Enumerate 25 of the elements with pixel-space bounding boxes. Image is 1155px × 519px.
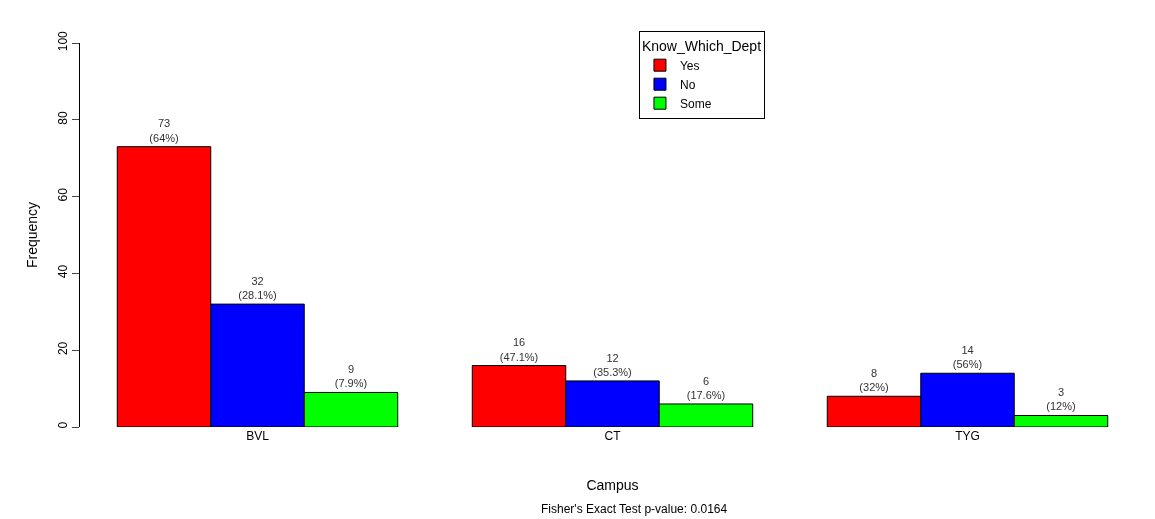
x-tick-label: TYG [955,429,980,443]
data-label: 12 (35.3%) [593,351,632,378]
data-label: 14 (56%) [952,343,983,371]
legend-label: No [679,77,696,92]
x-tick-label: CT [604,429,622,443]
data-label: 9 (7.9%) [334,363,368,390]
data-label: 16 (47.1%) [499,336,539,363]
data-label: 8 (32%) [859,366,889,394]
y-tick-label: 20 [56,341,71,356]
y-axis-title: Frequency [23,201,40,269]
y-tick-label: 0 [56,421,71,429]
text: Fisher's Exact Test p-value: 0.0164 [541,502,728,516]
data-label: 73 (64%) [149,117,179,144]
y-tick-label: 80 [56,111,71,125]
x-tick-label: BVL [246,429,270,443]
y-tick-label: 40 [56,264,71,279]
data-label: 6 (17.6%) [686,374,726,401]
legend-label: Some [679,96,712,111]
data-label: 3 (12%) [1046,386,1076,413]
y-tick-label: 60 [56,187,71,202]
data-label: 32 (28.1%) [238,274,277,302]
legend-title: Know_Which_Dept [641,37,762,54]
x-axis-title: Campus [586,477,639,494]
legend-label: Yes [679,58,700,73]
y-tick-label: 100 [56,30,71,52]
